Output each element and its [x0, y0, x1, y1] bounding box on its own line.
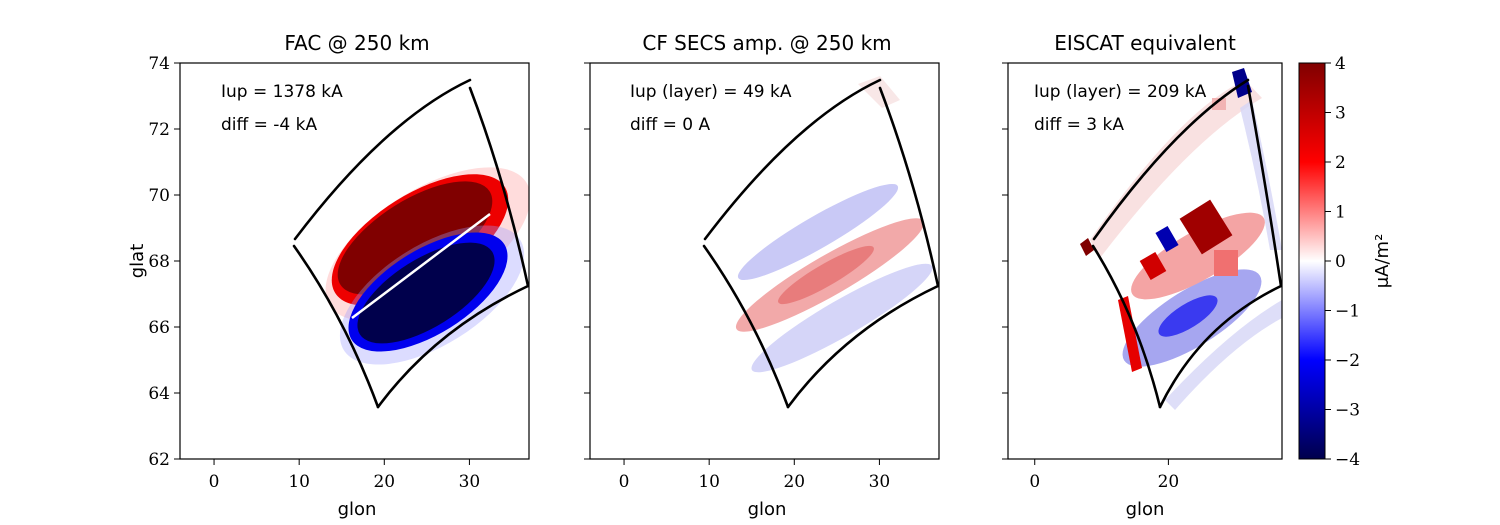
- heatmap-eiscat: [1080, 68, 1282, 410]
- cf-secs-edge-patch: [858, 76, 900, 108]
- eiscat-positive-core: [1179, 199, 1233, 255]
- colorbar-label: μA/m²: [1372, 234, 1393, 289]
- eiscat-positive-patch-right: [1214, 250, 1238, 276]
- annotation-iup: Iup = 1378 kA: [221, 82, 343, 102]
- eiscat-left-edge-strip: [1118, 296, 1142, 372]
- colorbar-tick-label: 0: [1335, 252, 1346, 272]
- panel-cf-secs: CF SECS amp. @ 250 km Iup (layer) = 49 k…: [584, 31, 940, 520]
- annotation-diff: diff = -4 kA: [221, 115, 317, 135]
- annotation-iup: Iup (layer) = 209 kA: [1034, 82, 1207, 102]
- eiscat-positive-patch: [1139, 251, 1167, 281]
- eiscat-upper-edge-band: [1090, 80, 1262, 258]
- fac-negative-blob: [339, 225, 525, 365]
- cf-secs-positive-core: [778, 245, 874, 305]
- x-tick-label: 30: [459, 472, 481, 492]
- colorbar-tick-label: 2: [1335, 153, 1346, 173]
- eiscat-right-edge-band: [1240, 100, 1282, 250]
- colorbar-tick-label: −3: [1335, 401, 1360, 421]
- y-ticks: [1002, 62, 1008, 460]
- colorbar-gradient: [1298, 62, 1326, 460]
- colorbar-tick-label: 1: [1335, 203, 1346, 223]
- eiscat-left-corner-pixel: [1080, 238, 1094, 256]
- eiscat-top-pixel: [1212, 98, 1226, 110]
- heatmap-fac: [325, 167, 529, 365]
- analysis-region-outline: [1091, 78, 1283, 409]
- y-tick-label: 62: [148, 450, 170, 470]
- x-axis-label: glon: [1126, 499, 1165, 520]
- fac-zero-line: [351, 213, 491, 319]
- eiscat-negative-core: [1158, 295, 1218, 337]
- y-tick-label: 66: [148, 318, 170, 338]
- cf-secs-negative-band-lower: [751, 263, 933, 373]
- analysis-region-outline: [292, 78, 530, 409]
- y-tick-label: 70: [148, 186, 170, 206]
- y-ticks: [584, 62, 590, 460]
- cf-secs-negative-band-upper: [737, 183, 899, 281]
- panel-title: FAC @ 250 km: [284, 31, 429, 55]
- annotation-diff: diff = 0 A: [630, 115, 710, 135]
- panel-title: EISCAT equivalent: [1054, 31, 1236, 55]
- x-ticks: 0 10 20 30: [619, 459, 891, 492]
- x-ticks: 0 20: [1029, 459, 1179, 492]
- panel-title: CF SECS amp. @ 250 km: [642, 31, 891, 55]
- eiscat-lower-edge-band: [1165, 300, 1282, 410]
- x-tick-label: 10: [288, 472, 310, 492]
- x-tick-label: 10: [698, 472, 720, 492]
- y-axis-label: glat: [127, 244, 148, 279]
- x-tick-label: 30: [869, 472, 891, 492]
- x-tick-label: 0: [619, 472, 630, 492]
- x-tick-label: 0: [209, 472, 220, 492]
- y-tick-label: 68: [148, 252, 170, 272]
- x-tick-label: 20: [783, 472, 805, 492]
- colorbar-tick-label: −4: [1335, 450, 1360, 470]
- eiscat-negative-patch: [1155, 225, 1179, 253]
- colorbar: 4 3 2 1 0 −1 −2 −3 −4 μA/m²: [1298, 54, 1393, 470]
- x-axis-label: glon: [748, 499, 787, 520]
- x-ticks: 0 10 20 30: [209, 459, 481, 492]
- analysis-region-outline: [702, 78, 940, 409]
- panel-fac: FAC @ 250 km Iup = 1378 kA diff = -4 kA …: [127, 31, 530, 520]
- y-tick-label: 64: [148, 384, 170, 404]
- x-axis-label: glon: [338, 499, 377, 520]
- colorbar-tick-label: −1: [1335, 302, 1360, 322]
- annotation-iup: Iup (layer) = 49 kA: [630, 82, 792, 102]
- x-tick-label: 0: [1029, 472, 1040, 492]
- y-ticks: 62 64 66 68 70 72 74: [148, 54, 180, 470]
- x-tick-label: 20: [373, 472, 395, 492]
- colorbar-ticks: 4 3 2 1 0 −1 −2 −3 −4: [1325, 54, 1360, 470]
- y-tick-label: 74: [148, 54, 170, 74]
- colorbar-tick-label: 3: [1335, 104, 1346, 124]
- colorbar-tick-label: 4: [1335, 54, 1346, 74]
- y-tick-label: 72: [148, 120, 170, 140]
- panel-eiscat: EISCAT equivalent Iup (layer) = 209 kA d…: [1002, 31, 1283, 520]
- colorbar-tick-label: −2: [1335, 351, 1360, 371]
- heatmap-cf-secs: [735, 76, 933, 373]
- annotation-diff: diff = 3 kA: [1034, 115, 1124, 135]
- x-tick-label: 20: [1158, 472, 1180, 492]
